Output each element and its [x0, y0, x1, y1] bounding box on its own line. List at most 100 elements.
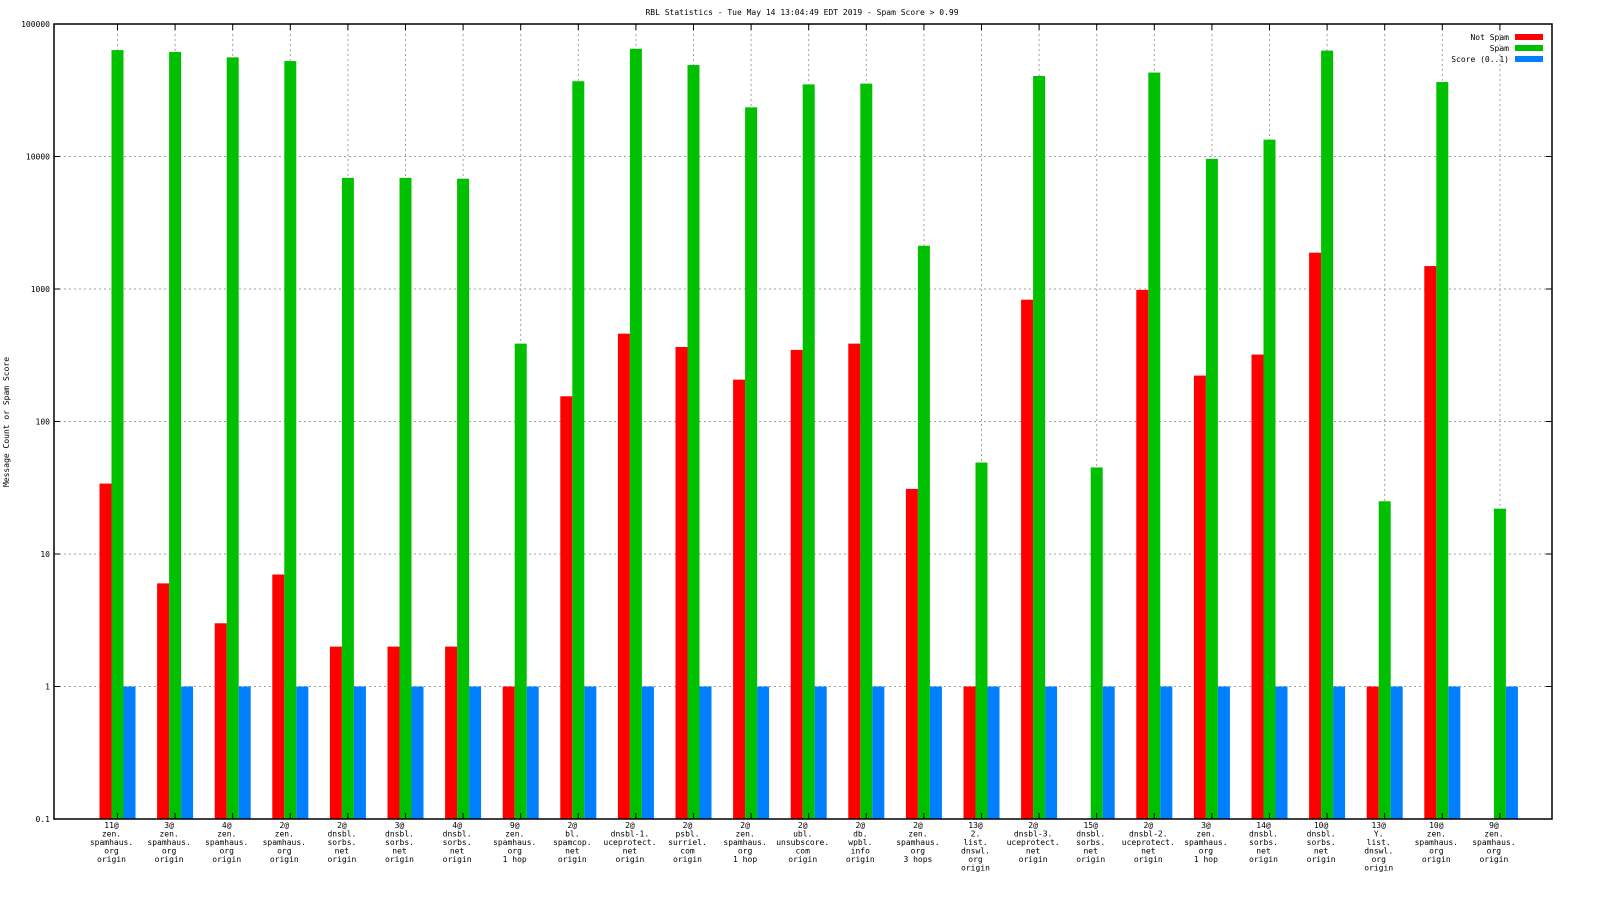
x-tick-label: net	[1026, 847, 1041, 856]
x-tick-label: org	[968, 855, 983, 864]
bar-not-spam	[1366, 686, 1379, 819]
bar-score	[1505, 686, 1518, 819]
x-tick-label: origin	[385, 855, 414, 864]
bar-score	[1333, 686, 1346, 819]
legend-label: Not Spam	[1470, 33, 1509, 42]
bar-spam	[1378, 501, 1391, 819]
bar-score	[181, 686, 194, 819]
x-tick-label: origin	[846, 855, 875, 864]
x-tick-label: uceprotect.	[1122, 838, 1175, 847]
x-tick-label: spamhaus.	[147, 838, 190, 847]
x-tick-label: net	[1083, 847, 1098, 856]
bar-not-spam	[272, 574, 285, 819]
x-tick-label: list.	[1367, 838, 1391, 847]
bar-score	[872, 686, 885, 819]
x-tick-label: origin	[1249, 855, 1278, 864]
bar-not-spam	[1193, 375, 1206, 819]
x-tick-label: org	[911, 847, 926, 856]
x-tick-label: dnsbl.	[443, 830, 472, 839]
x-tick-label: 4@	[222, 821, 232, 830]
bar-score	[353, 686, 366, 819]
legend-swatch	[1515, 56, 1543, 62]
bar-score	[987, 686, 1000, 819]
x-tick-label: origin	[1019, 855, 1048, 864]
bar-spam	[687, 65, 700, 820]
x-tick-label: origin	[212, 855, 241, 864]
x-tick-label: org	[738, 847, 753, 856]
bar-score	[584, 686, 597, 819]
x-tick-label: origin	[1076, 855, 1105, 864]
x-tick-label: net	[335, 847, 350, 856]
bar-spam	[802, 84, 815, 819]
x-tick-label: zen.	[505, 830, 524, 839]
x-tick-label: 4@	[452, 821, 462, 830]
x-tick-label: dnswl.	[1364, 847, 1393, 856]
x-tick-label: org	[1487, 847, 1502, 856]
x-tick-label: 11@	[104, 821, 119, 830]
x-tick-label: spamhaus.	[1415, 838, 1458, 847]
bar-spam	[860, 83, 873, 820]
x-tick-label: dnsbl-2.	[1129, 830, 1168, 839]
legend-swatch	[1515, 34, 1543, 40]
x-tick-label: spamhaus.	[205, 838, 248, 847]
bar-score	[296, 686, 309, 819]
bar-spam	[1436, 81, 1449, 819]
x-tick-label: 3 hops	[903, 855, 932, 864]
bar-spam	[399, 177, 412, 820]
bar-spam	[457, 178, 470, 819]
bar-spam	[1493, 508, 1506, 819]
x-tick-label: sorbs.	[327, 838, 356, 847]
bar-score	[1045, 686, 1058, 819]
x-tick-label: 15@	[1083, 821, 1098, 830]
x-tick-label: zen.	[735, 830, 754, 839]
x-tick-label: origin	[155, 855, 184, 864]
bar-not-spam	[1251, 354, 1264, 819]
x-tick-label: origin	[1479, 855, 1508, 864]
x-tick-label: zen.	[102, 830, 121, 839]
x-tick-label: dnsbl-1.	[611, 830, 650, 839]
bar-not-spam	[790, 349, 803, 819]
x-tick-label: zen.	[159, 830, 178, 839]
x-tick-label: 1 hop	[503, 855, 527, 864]
bar-score	[526, 686, 539, 819]
x-tick-label: org	[1199, 847, 1214, 856]
x-tick-label: 9@	[1489, 821, 1499, 830]
bar-score	[929, 686, 942, 819]
x-tick-label: surriel.	[668, 838, 707, 847]
x-tick-label: 2@	[855, 821, 865, 830]
bar-score	[1275, 686, 1288, 819]
bar-not-spam	[157, 583, 170, 819]
bar-spam	[1148, 72, 1161, 819]
x-tick-label: sorbs.	[385, 838, 414, 847]
x-tick-label: org	[219, 847, 234, 856]
bar-score	[1160, 686, 1173, 819]
bar-spam	[1321, 50, 1334, 819]
x-tick-label: 10@	[1314, 821, 1329, 830]
x-tick-label: 13@	[1371, 821, 1386, 830]
bar-not-spam	[617, 333, 630, 819]
x-tick-label: 2@	[740, 821, 750, 830]
bar-spam	[572, 81, 585, 820]
bar-spam	[1090, 467, 1103, 819]
chart-title: RBL Statistics - Tue May 14 13:04:49 EDT…	[645, 8, 958, 17]
x-tick-label: 13@	[968, 821, 983, 830]
x-tick-label: uceprotect.	[603, 838, 656, 847]
x-tick-label: spamhaus.	[723, 838, 766, 847]
legend-swatch	[1515, 45, 1543, 51]
x-tick-label: origin	[270, 855, 299, 864]
x-tick-label: dnswl.	[961, 847, 990, 856]
bar-not-spam	[963, 686, 976, 819]
bar-spam	[629, 48, 642, 819]
x-tick-label: spamhaus.	[1184, 838, 1227, 847]
x-tick-label: origin	[788, 855, 817, 864]
bar-not-spam	[502, 686, 515, 819]
x-tick-label: net	[1314, 847, 1329, 856]
y-tick-label: 1	[45, 683, 50, 692]
x-tick-label: 2@	[798, 821, 808, 830]
bar-spam	[169, 51, 182, 819]
x-tick-label: dnsbl.	[385, 830, 414, 839]
x-tick-label: zen.	[1427, 830, 1446, 839]
x-tick-label: org	[277, 847, 292, 856]
x-tick-label: origin	[443, 855, 472, 864]
x-tick-label: bl.	[565, 830, 579, 839]
